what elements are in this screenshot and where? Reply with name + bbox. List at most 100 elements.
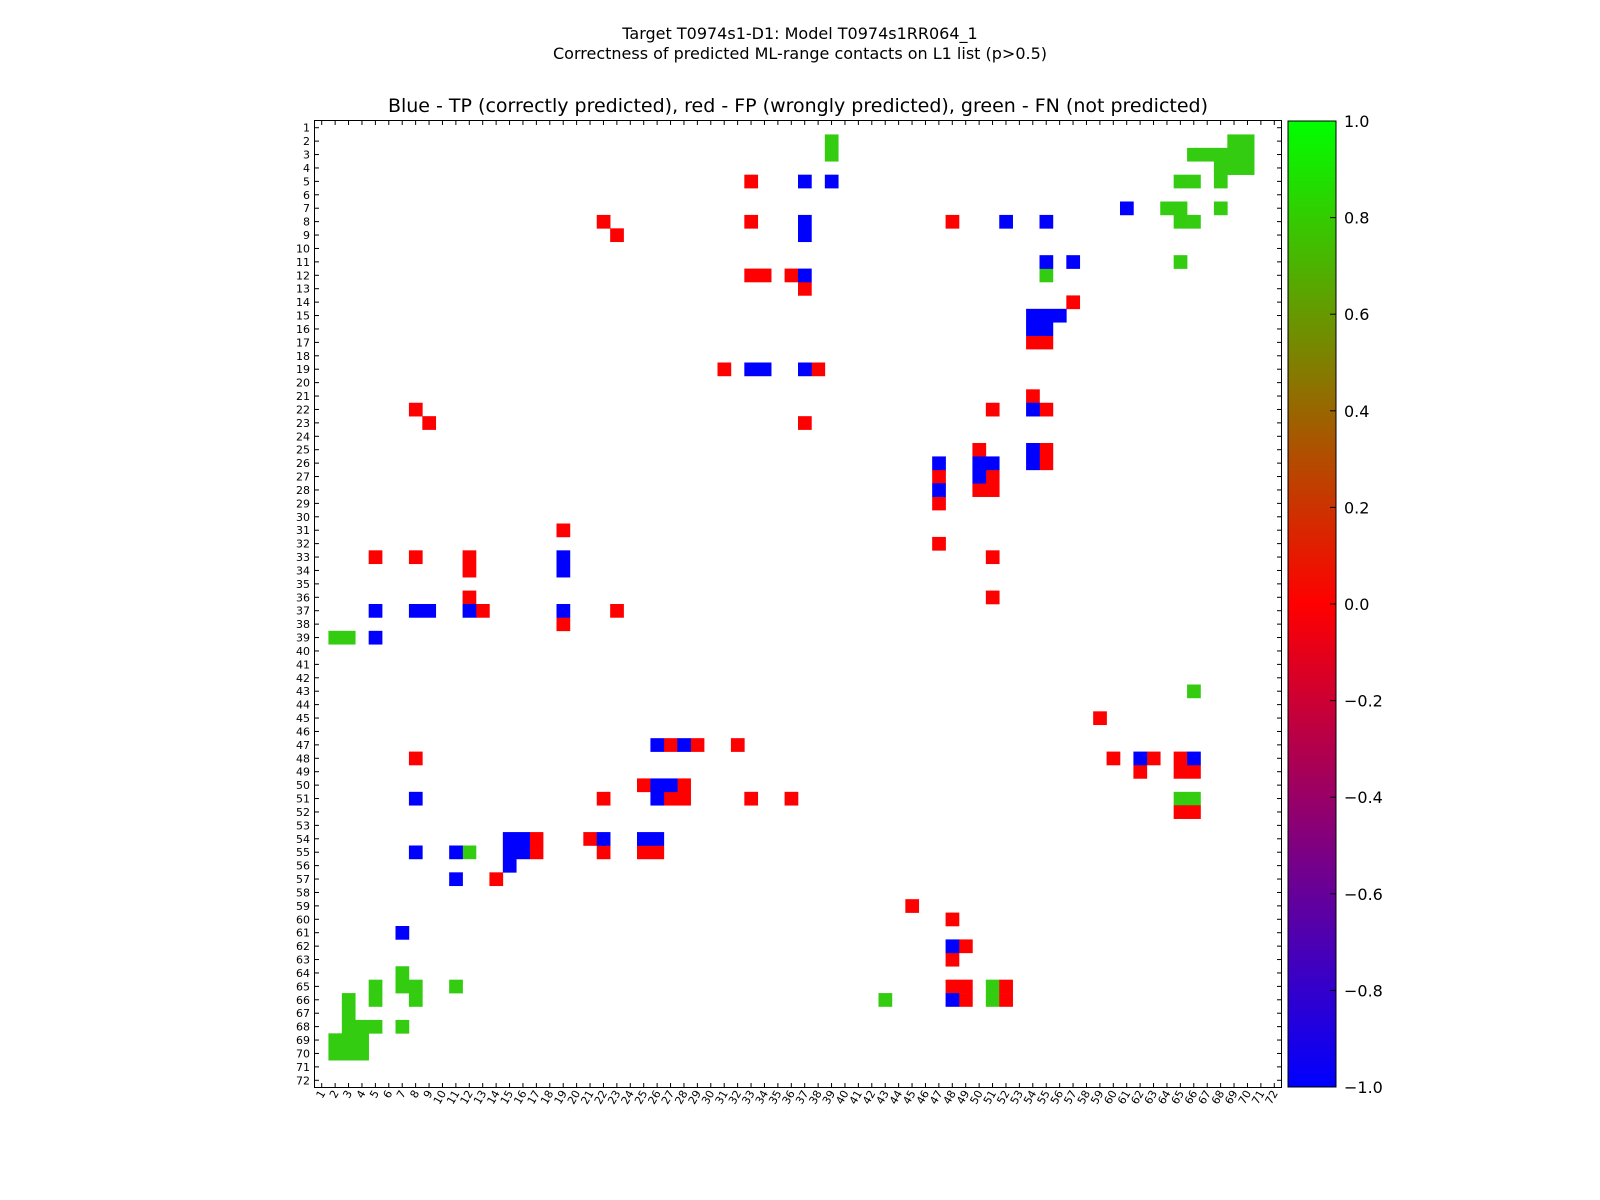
contact-cell-tp-r47-c26 [650, 738, 665, 752]
y-tick-label: 65 [296, 980, 310, 993]
contact-cell-fn-r3-c68 [1213, 147, 1228, 162]
contact-cell-fp-r57-c14 [489, 872, 504, 887]
y-tick-label: 59 [296, 900, 310, 913]
contact-cell-tp-r26-c54 [1026, 456, 1040, 471]
y-tick-label: 31 [296, 524, 310, 537]
contact-cell-fp-r14-c57 [1066, 295, 1081, 310]
y-tick-label: 20 [296, 377, 310, 390]
contact-cell-tp-r55-c16 [516, 845, 530, 860]
y-tick-label: 71 [296, 1061, 310, 1074]
contact-cell-fp-r32-c47 [932, 536, 946, 551]
x-tick-label: 53 [1008, 1088, 1026, 1107]
x-tick-label: 26 [645, 1088, 663, 1107]
figure-suptitle-line1: Target T0974s1-D1: Model T0974s1RR064_1 [622, 24, 978, 43]
contact-cell-tp-r8-c52 [999, 214, 1013, 229]
contact-cell-fp-r22-c8 [408, 402, 423, 417]
contact-cell-fp-r65-c49 [959, 979, 973, 994]
y-tick-label: 44 [296, 699, 310, 712]
y-tick-label: 1 [303, 122, 310, 135]
contact-cell-fp-r66-c49 [959, 993, 973, 1007]
y-tick-label: 60 [296, 913, 310, 926]
x-tick-label: 46 [914, 1088, 932, 1107]
y-tick-label: 41 [296, 658, 310, 671]
contact-cell-fp-r47-c27 [663, 738, 678, 752]
contact-cell-tp-r51-c26 [650, 791, 665, 806]
contact-cell-tp-r15-c56 [1052, 308, 1067, 323]
contact-cell-tp-r54-c16 [516, 832, 530, 846]
figure-suptitle-line2: Correctness of predicted ML-range contac… [552, 44, 1048, 63]
y-tick-label: 49 [296, 766, 310, 779]
x-tick-label: 24 [619, 1088, 637, 1107]
x-tick-label: 45 [900, 1088, 918, 1107]
contact-cell-fp-r51-c27 [663, 791, 678, 806]
contact-cell-fp-r23-c37 [798, 416, 812, 430]
y-tick-label: 53 [296, 819, 310, 832]
contact-cell-fp-r62-c49 [959, 939, 973, 954]
contact-cell-fp-r33-c12 [462, 550, 477, 565]
contact-cell-tp-r16-c54 [1026, 322, 1040, 336]
contact-cell-fn-r39-c3 [341, 630, 356, 645]
x-tick-label: 27 [659, 1088, 677, 1107]
y-tick-label: 66 [296, 994, 310, 1007]
colorbar-tick-label: 0.4 [1344, 402, 1369, 421]
contact-cell-fn-r7-c68 [1213, 201, 1228, 216]
x-tick-label: 23 [605, 1088, 623, 1107]
y-tick-label: 70 [296, 1047, 310, 1060]
contact-cell-fn-r51-c65 [1173, 791, 1188, 806]
contact-cell-fn-r68-c7 [395, 1019, 410, 1034]
y-tick-label: 16 [296, 323, 310, 336]
y-tick-label: 34 [296, 564, 310, 577]
x-tick-label: 41 [847, 1088, 865, 1107]
contact-cell-fp-r36-c51 [985, 590, 1000, 605]
contact-cell-fn-r4-c69 [1227, 161, 1242, 175]
contact-cell-fn-r5-c66 [1187, 174, 1201, 189]
contact-cell-fn-r65-c5 [368, 979, 383, 994]
colorbar-tick-label: 0.6 [1344, 305, 1369, 324]
contact-cell-fn-r64-c7 [395, 966, 410, 980]
x-tick-label: 14 [484, 1088, 502, 1107]
contact-cell-fp-r63-c48 [945, 952, 960, 967]
contact-cell-fp-r66-c52 [999, 993, 1013, 1007]
contact-cell-fp-r28-c50 [972, 483, 987, 497]
contact-cell-tp-r9-c37 [798, 228, 812, 243]
chart-title: Blue - TP (correctly predicted), red - F… [387, 95, 1209, 117]
x-tick-label: 44 [887, 1088, 905, 1107]
x-tick-label: 57 [1061, 1088, 1079, 1107]
y-tick-label: 7 [303, 202, 310, 215]
contact-cell-tp-r57-c11 [449, 872, 463, 887]
y-tick-label: 42 [296, 672, 310, 685]
contact-cell-fp-r55-c22 [596, 845, 611, 860]
contact-cell-fn-r70-c3 [341, 1046, 356, 1061]
contact-cell-fp-r23-c9 [422, 416, 437, 430]
contact-cell-tp-r55-c15 [502, 845, 517, 860]
x-tick-label: 18 [538, 1088, 556, 1107]
contact-cell-tp-r54-c26 [650, 832, 665, 846]
x-tick-label: 11 [444, 1088, 462, 1107]
x-tick-label: 10 [431, 1088, 449, 1107]
y-tick-label: 50 [296, 779, 310, 792]
contact-cell-fp-r51-c36 [784, 791, 799, 806]
colorbar-tick-label: −0.2 [1344, 692, 1383, 711]
y-tick-label: 8 [303, 216, 310, 229]
contact-cell-tp-r27-c50 [972, 469, 987, 484]
x-tick-label: 51 [981, 1088, 999, 1107]
contact-cell-fp-r5-c33 [744, 174, 759, 189]
y-tick-label: 72 [296, 1074, 310, 1087]
contact-cell-fp-r22-c51 [985, 402, 1000, 417]
y-tick-label: 27 [296, 471, 310, 484]
contact-cell-fp-r13-c37 [798, 282, 812, 296]
contact-cell-tp-r37-c8 [408, 604, 423, 618]
contact-cell-fn-r65-c7 [395, 979, 410, 994]
x-tick-label: 69 [1222, 1088, 1240, 1107]
contact-cell-fp-r49-c62 [1133, 765, 1148, 779]
y-tick-label: 55 [296, 846, 310, 859]
contact-cell-fn-r2-c39 [824, 134, 839, 149]
contact-cell-fp-r9-c23 [610, 228, 624, 243]
contact-cell-tp-r12-c37 [798, 268, 812, 283]
x-tick-label: 28 [672, 1088, 690, 1107]
contact-cell-tp-r34-c19 [556, 563, 571, 578]
x-tick-label: 70 [1236, 1088, 1254, 1107]
contact-cell-fn-r2-c70 [1240, 134, 1255, 149]
y-tick-label: 10 [296, 242, 310, 255]
y-tick-label: 51 [296, 793, 310, 806]
